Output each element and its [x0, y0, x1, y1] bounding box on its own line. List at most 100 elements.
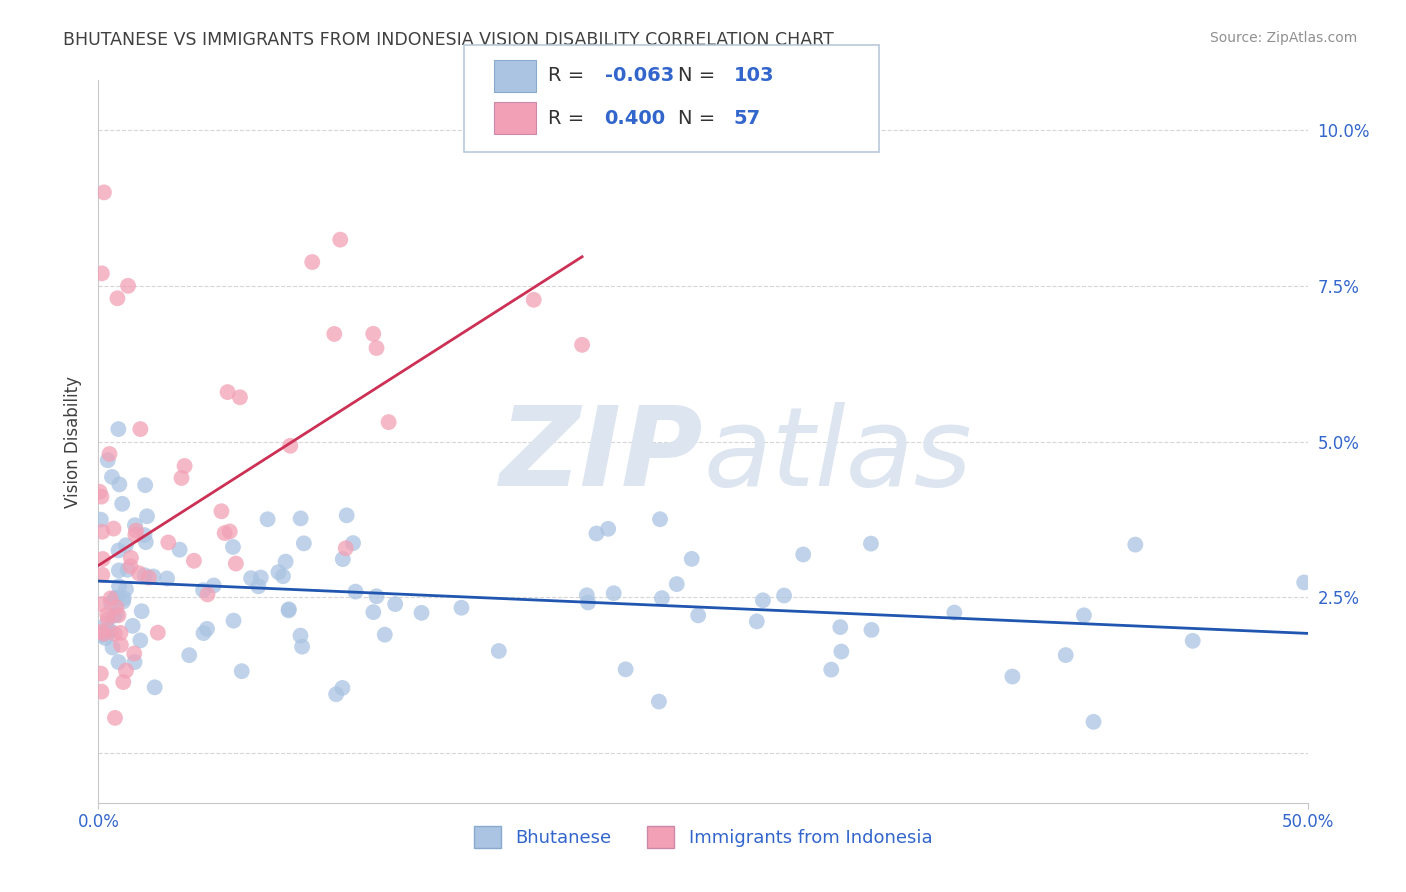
Point — [90, 513, 112, 527]
Point — [575, 588, 598, 602]
Point — [110, 638, 132, 652]
Point — [129, 422, 152, 436]
Point — [366, 341, 388, 355]
Point — [91, 567, 114, 582]
Point — [107, 543, 129, 558]
Text: N =: N = — [678, 109, 721, 128]
Point — [121, 619, 143, 633]
Point — [108, 563, 131, 577]
Point — [101, 470, 124, 484]
Point — [290, 511, 312, 525]
Point — [90, 266, 112, 280]
Point — [377, 415, 399, 429]
Point — [1123, 538, 1146, 552]
Text: R =: R = — [548, 109, 591, 128]
Point — [128, 566, 150, 581]
Point — [366, 589, 388, 603]
Point — [681, 552, 703, 566]
Point — [117, 278, 139, 293]
Point — [112, 594, 135, 608]
Point — [112, 591, 135, 606]
Point — [156, 572, 179, 586]
Point — [411, 606, 433, 620]
Point — [110, 625, 132, 640]
Point — [1001, 669, 1024, 683]
Point — [120, 559, 142, 574]
Point — [222, 540, 245, 554]
Point — [91, 552, 114, 566]
Point — [105, 600, 128, 615]
Point — [90, 624, 112, 639]
Point — [104, 711, 127, 725]
Point — [335, 541, 357, 556]
Point — [598, 522, 620, 536]
Point — [820, 663, 842, 677]
Point — [94, 617, 117, 632]
Point — [131, 604, 153, 618]
Point — [105, 591, 128, 605]
Point — [247, 579, 270, 593]
Point — [860, 623, 883, 637]
Text: BHUTANESE VS IMMIGRANTS FROM INDONESIA VISION DISABILITY CORRELATION CHART: BHUTANESE VS IMMIGRANTS FROM INDONESIA V… — [63, 31, 834, 49]
Point — [256, 512, 278, 526]
Point — [614, 662, 637, 676]
Point — [96, 607, 118, 622]
Point — [134, 568, 156, 582]
Point — [90, 684, 112, 698]
Point — [291, 640, 314, 654]
Point — [222, 614, 245, 628]
Point — [651, 591, 673, 606]
Point — [450, 600, 472, 615]
Point — [218, 524, 240, 539]
Point — [108, 579, 131, 593]
Point — [179, 648, 201, 663]
Point — [157, 535, 180, 549]
Text: atlas: atlas — [703, 402, 972, 509]
Point — [89, 484, 111, 499]
Point — [648, 695, 671, 709]
Point — [602, 586, 624, 600]
Point — [384, 597, 406, 611]
Point — [142, 569, 165, 583]
Point — [361, 326, 384, 341]
Point — [124, 518, 146, 533]
Point — [169, 542, 191, 557]
Point — [290, 629, 312, 643]
Point — [100, 624, 122, 639]
Point — [1073, 608, 1095, 623]
Point — [249, 570, 271, 584]
Point — [211, 504, 233, 518]
Point — [134, 528, 156, 542]
Point — [115, 538, 138, 552]
Point — [107, 291, 129, 305]
Point — [745, 615, 768, 629]
Point — [225, 557, 247, 571]
Point — [830, 644, 852, 658]
Point — [202, 578, 225, 592]
Point — [93, 626, 115, 640]
Point — [214, 526, 236, 541]
Point — [792, 548, 814, 562]
Point — [752, 593, 775, 607]
Point — [90, 666, 112, 681]
Point — [278, 439, 301, 453]
Point — [229, 390, 252, 404]
Point — [124, 528, 146, 542]
Point — [105, 607, 128, 622]
Point — [274, 555, 297, 569]
Point — [104, 626, 127, 640]
Point — [104, 591, 127, 605]
Point — [103, 522, 125, 536]
Point — [648, 512, 671, 526]
Point — [100, 596, 122, 610]
Text: -0.063: -0.063 — [605, 66, 673, 86]
Point — [363, 605, 385, 619]
Point — [1054, 648, 1077, 662]
Point — [323, 326, 346, 341]
Point — [115, 582, 138, 597]
Point — [1083, 714, 1105, 729]
Point — [342, 536, 364, 550]
Text: Source: ZipAtlas.com: Source: ZipAtlas.com — [1209, 31, 1357, 45]
Point — [111, 497, 134, 511]
Point — [97, 624, 120, 638]
